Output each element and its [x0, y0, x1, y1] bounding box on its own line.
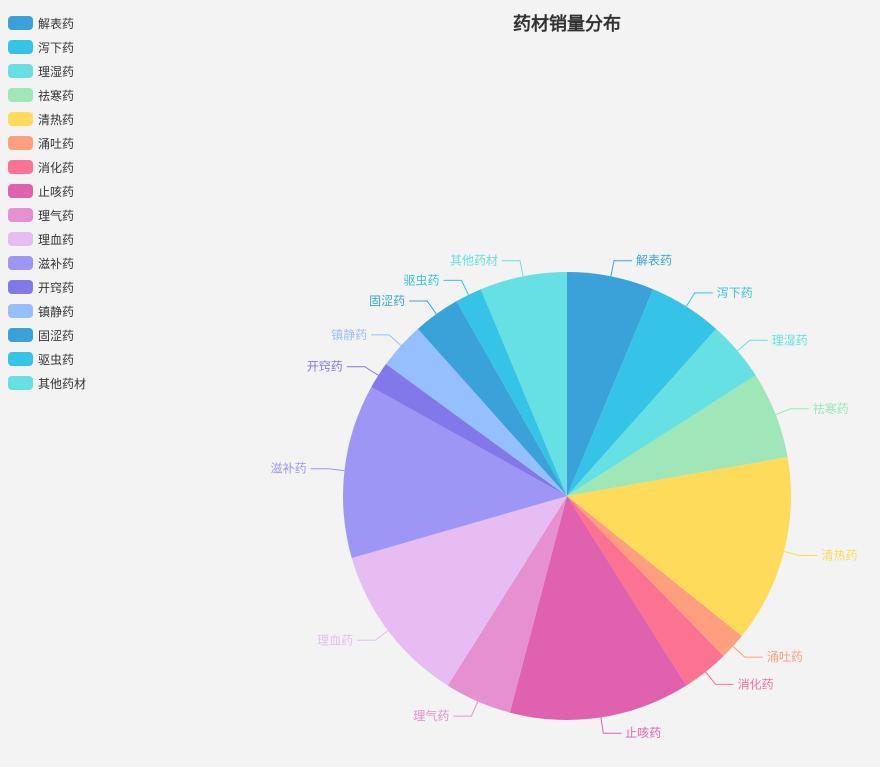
- legend-item[interactable]: 理湿药: [8, 59, 86, 83]
- legend-label: 涌吐药: [38, 136, 75, 151]
- slice-label: 理湿药: [772, 332, 808, 347]
- legend-item[interactable]: 止咳药: [8, 179, 86, 203]
- slice-label: 涌吐药: [767, 650, 803, 664]
- slice-label: 镇静药: [331, 328, 367, 342]
- slice-label: 理气药: [413, 708, 449, 723]
- label-leader-line: [732, 646, 763, 658]
- pie-slice[interactable]: [567, 496, 724, 686]
- label-leader-line: [453, 701, 479, 717]
- legend-swatch: [8, 208, 33, 222]
- slice-label: 解表药: [636, 254, 672, 268]
- legend-label: 理气药: [38, 208, 75, 223]
- legend-swatch: [8, 304, 33, 318]
- legend-swatch: [8, 16, 33, 30]
- legend-item[interactable]: 驱虫药: [8, 347, 86, 371]
- legend: 解表药泻下药理湿药祛寒药清热药涌吐药消化药止咳药理气药理血药滋补药开窍药镇静药固…: [8, 11, 86, 395]
- legend-label: 驱虫药: [38, 352, 75, 367]
- pie-slice[interactable]: [342, 386, 567, 559]
- pie-slice[interactable]: [385, 328, 567, 496]
- legend-swatch: [8, 352, 33, 366]
- legend-item[interactable]: 理气药: [8, 203, 86, 227]
- slice-label: 泻下药: [717, 286, 753, 300]
- legend-label: 解表药: [38, 16, 75, 31]
- slice-label: 清热药: [822, 549, 858, 563]
- legend-swatch: [8, 64, 33, 78]
- slice-label: 驱虫药: [403, 273, 439, 287]
- label-leader-line: [409, 300, 437, 315]
- pie-slice[interactable]: [480, 272, 567, 496]
- legend-item[interactable]: 理血药: [8, 227, 86, 251]
- pie-slice[interactable]: [509, 496, 687, 721]
- legend-label: 祛寒药: [38, 88, 75, 103]
- legend-item[interactable]: 其他药材: [8, 371, 86, 395]
- label-leader-line: [443, 279, 469, 296]
- pie-slice[interactable]: [456, 289, 567, 496]
- label-leader-line: [685, 292, 713, 307]
- slice-label: 祛寒药: [813, 401, 849, 416]
- label-leader-line: [600, 717, 622, 734]
- legend-item[interactable]: 滋补药: [8, 251, 86, 275]
- legend-item[interactable]: 清热药: [8, 107, 86, 131]
- legend-item[interactable]: 解表药: [8, 11, 86, 35]
- pie-slice[interactable]: [417, 301, 567, 496]
- legend-label: 清热药: [38, 112, 75, 127]
- label-leader-line: [610, 260, 632, 277]
- slice-label: 开窍药: [307, 359, 343, 374]
- legend-label: 滋补药: [38, 256, 75, 271]
- label-leader-line: [502, 260, 524, 277]
- legend-label: 泻下药: [38, 40, 75, 55]
- slice-label: 其他药材: [450, 254, 498, 268]
- label-leader-line: [775, 408, 809, 416]
- pie-slice[interactable]: [567, 328, 756, 496]
- label-leader-line: [357, 630, 389, 641]
- legend-label: 消化药: [38, 160, 75, 175]
- legend-item[interactable]: 开窍药: [8, 275, 86, 299]
- legend-item[interactable]: 镇静药: [8, 299, 86, 323]
- legend-swatch: [8, 136, 33, 150]
- pie-slice[interactable]: [567, 457, 792, 637]
- label-leader-line: [737, 339, 768, 352]
- legend-swatch: [8, 88, 33, 102]
- legend-label: 固涩药: [38, 328, 75, 343]
- label-leader-line: [705, 671, 734, 685]
- legend-label: 理血药: [38, 232, 75, 247]
- slice-label: 滋补药: [271, 462, 307, 476]
- legend-swatch: [8, 256, 33, 270]
- pie-slice[interactable]: [351, 496, 567, 686]
- label-leader-line: [371, 334, 402, 346]
- legend-item[interactable]: 固涩药: [8, 323, 86, 347]
- slice-label: 止咳药: [625, 726, 661, 740]
- legend-item[interactable]: 涌吐药: [8, 131, 86, 155]
- pie-slice[interactable]: [567, 375, 788, 496]
- legend-swatch: [8, 328, 33, 342]
- legend-swatch: [8, 40, 33, 54]
- pie-slice[interactable]: [447, 496, 567, 713]
- legend-swatch: [8, 280, 33, 294]
- label-leader-line: [310, 468, 345, 472]
- slice-label: 消化药: [738, 677, 774, 691]
- legend-swatch: [8, 112, 33, 126]
- pie-slice[interactable]: [567, 496, 742, 657]
- label-leader-line: [783, 551, 818, 556]
- legend-swatch: [8, 184, 33, 198]
- label-leader-line: [346, 366, 379, 376]
- legend-swatch: [8, 160, 33, 174]
- slice-label: 固涩药: [369, 293, 405, 308]
- legend-label: 止咳药: [38, 184, 75, 199]
- legend-item[interactable]: 泻下药: [8, 35, 86, 59]
- legend-label: 镇静药: [38, 304, 75, 319]
- slice-label: 理血药: [317, 633, 353, 647]
- pie-slice[interactable]: [567, 272, 654, 496]
- legend-item[interactable]: 消化药: [8, 155, 86, 179]
- legend-swatch: [8, 232, 33, 246]
- legend-label: 开窍药: [38, 280, 75, 295]
- legend-label: 其他药材: [38, 376, 87, 391]
- pie-slice[interactable]: [567, 289, 717, 496]
- legend-item[interactable]: 祛寒药: [8, 83, 86, 107]
- legend-swatch: [8, 376, 33, 390]
- legend-label: 理湿药: [38, 64, 75, 79]
- chart-title: 药材销量分布: [513, 14, 621, 35]
- pie-slice[interactable]: [371, 364, 567, 496]
